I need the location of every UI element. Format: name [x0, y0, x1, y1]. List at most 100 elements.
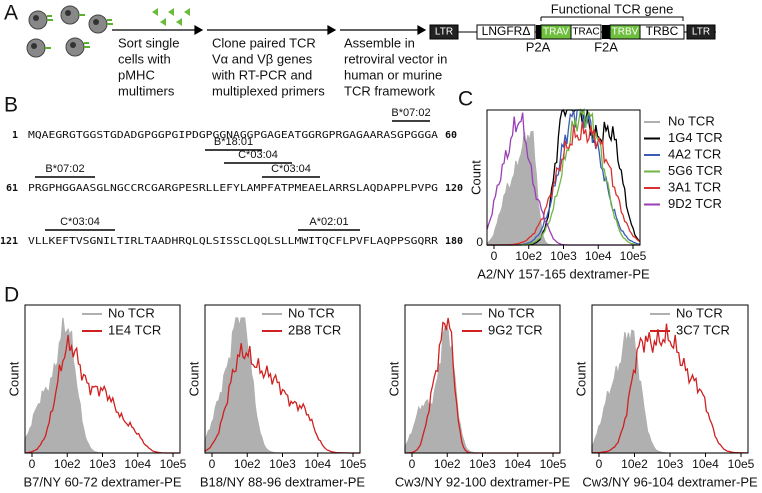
epitope-label: B*07:02: [391, 107, 430, 119]
x-tick-label: 0: [409, 457, 416, 471]
legend-label: 3C7 TCR: [676, 322, 730, 337]
seq-end: 120: [445, 183, 463, 194]
x-tick-label: 10e3: [550, 249, 577, 263]
x-tick-label: 10e5: [728, 457, 755, 471]
x-tick-label: 10e3: [657, 457, 684, 471]
step-text: human or murine: [344, 67, 442, 82]
y-tick-label: 0: [476, 235, 483, 249]
x-axis-label: B18/NY 88-96 dextramer-PE: [200, 474, 366, 489]
vector-label: LNGFRΔ: [482, 24, 531, 38]
step-text: Clone paired TCR: [212, 35, 316, 50]
vector-label: LTR: [435, 27, 453, 38]
legend-label: No TCR: [668, 113, 715, 128]
x-tick-label: 10e5: [160, 457, 187, 471]
legend-label: 2B8 TCR: [288, 322, 341, 337]
y-axis-label: Count: [186, 361, 201, 396]
x-tick-label: 10e5: [620, 249, 647, 263]
x-axis-label: Cw3/NY 92-100 dextramer-PE: [395, 474, 571, 489]
vector-element: [686, 24, 716, 40]
seq-end: 180: [445, 236, 463, 247]
vector-element: [429, 24, 459, 40]
histogram-curve: [591, 329, 748, 454]
histogram-curve: [591, 323, 749, 454]
linker: [602, 25, 610, 39]
legend-label: 1G4 TCR: [668, 130, 723, 145]
x-tick-label: 10e4: [692, 457, 719, 471]
x-axis-label: Cw3/NY 96-104 dextramer-PE: [582, 474, 758, 489]
x-tick-label: 10e5: [540, 457, 567, 471]
x-tick-label: 10e3: [269, 457, 296, 471]
seq-start: 61: [6, 183, 18, 194]
panel-label: C: [458, 88, 473, 111]
legend-label: No TCR: [288, 305, 335, 320]
histogram-curve: [204, 317, 360, 454]
x-tick-label: 10e4: [304, 457, 331, 471]
y-axis-label: Count: [6, 361, 21, 396]
vector-element: [570, 24, 602, 40]
seq-start: 1: [12, 130, 18, 141]
vector-label: TRAC: [572, 27, 599, 38]
epitope-label: B*07:02: [45, 163, 84, 175]
panel-label: B: [4, 94, 18, 117]
vector-label: TRBV: [612, 27, 639, 38]
step-text: Sort single: [118, 35, 179, 50]
linker-label: F2A: [594, 39, 618, 54]
step-text: cells with: [118, 51, 171, 66]
linker: [536, 25, 541, 39]
step-text: Vα and Vβ genes: [212, 51, 313, 66]
panel-label: A: [4, 2, 18, 25]
histogram-curve: [404, 324, 560, 454]
x-axis-label: B7/NY 60-72 dextramer-PE: [24, 474, 182, 489]
panel-label: D: [4, 284, 19, 307]
legend-label: 1E4 TCR: [108, 322, 161, 337]
vector-label: LTR: [692, 27, 710, 38]
vector-element: [639, 24, 685, 40]
seq-start: 121: [0, 236, 18, 247]
step-text: retroviral vector in: [344, 51, 447, 66]
x-tick-label: 10e2: [54, 457, 81, 471]
epitope-label: B*18:01: [214, 136, 253, 148]
step-text: Assemble in: [344, 35, 415, 50]
step-text: TCR framework: [344, 83, 436, 98]
x-tick-label: 10e2: [621, 457, 648, 471]
step-text: pMHC: [118, 67, 155, 82]
vector-label: TRBC: [646, 24, 679, 38]
legend-label: No TCR: [488, 305, 535, 320]
histogram-curve: [204, 343, 360, 454]
legend-label: 4A2 TCR: [668, 146, 721, 161]
y-axis-label: Count: [468, 160, 483, 195]
x-tick-label: 10e3: [89, 457, 116, 471]
seq-end: 60: [445, 130, 457, 141]
x-tick-label: 10e2: [515, 249, 542, 263]
x-tick-label: 0: [596, 457, 603, 471]
sequence: MQAEGRGTGGSTGDADGPGGPGIPDGPGGNAGGPGAGEAT…: [28, 130, 438, 141]
epitope-label: A*02:01: [309, 216, 348, 228]
y-axis-label: Count: [386, 361, 401, 396]
sequence: VLLKEFTVSGNILTIRLTAADHRQLQLSISSCLQQLSLLM…: [28, 236, 439, 247]
legend-label: 3A1 TCR: [668, 179, 721, 194]
x-tick-label: 0: [209, 457, 216, 471]
vector-element: [476, 24, 536, 40]
x-tick-label: 10e2: [434, 457, 461, 471]
epitope-label: C*03:04: [238, 149, 278, 161]
histogram-curve: [487, 121, 641, 246]
legend-label: 9G2 TCR: [488, 322, 543, 337]
epitope-label: C*03:04: [271, 163, 311, 175]
x-tick-label: 10e4: [585, 249, 612, 263]
histogram-curve: [24, 317, 180, 454]
x-tick-label: 10e5: [340, 457, 367, 471]
x-tick-label: 10e4: [504, 457, 531, 471]
x-tick-label: 0: [491, 249, 498, 263]
legend-label: 9D2 TCR: [668, 196, 722, 211]
step-text: multimers: [118, 83, 175, 98]
step-text: with RT-PCR and: [211, 67, 312, 82]
x-tick-label: 10e2: [234, 457, 261, 471]
vector-label: TRAV: [543, 27, 569, 38]
sequence: PRGPHGGAASGLNGCCRCGARGPESRLLEFYLAMPFATPM…: [28, 183, 438, 194]
y-axis-label: Count: [573, 361, 588, 396]
x-tick-label: 10e4: [124, 457, 151, 471]
x-tick-label: 0: [29, 457, 36, 471]
legend-label: 5G6 TCR: [668, 163, 723, 178]
linker-label: P2A: [526, 39, 551, 54]
